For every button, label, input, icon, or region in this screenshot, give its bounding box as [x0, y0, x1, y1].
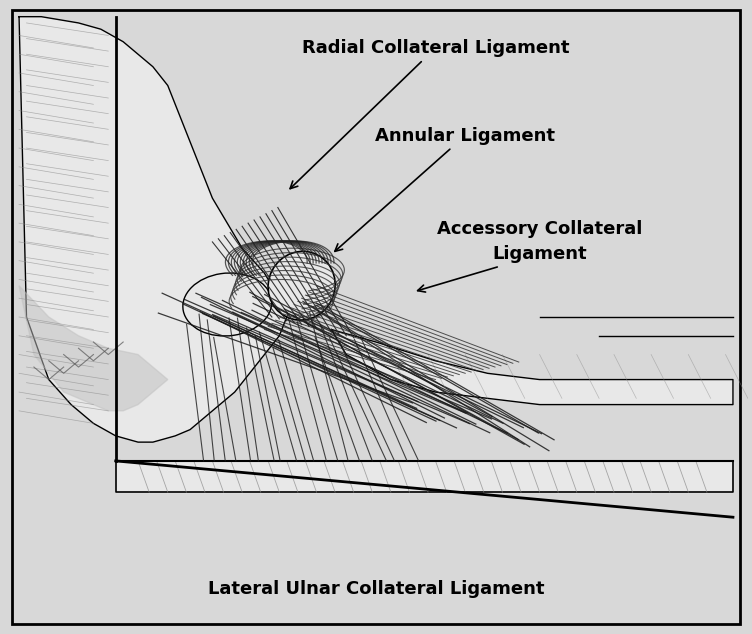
- Polygon shape: [19, 16, 287, 442]
- Polygon shape: [332, 330, 733, 404]
- Ellipse shape: [268, 251, 335, 320]
- Text: Accessory Collateral: Accessory Collateral: [437, 221, 642, 238]
- Text: Annular Ligament: Annular Ligament: [335, 127, 555, 251]
- Ellipse shape: [183, 273, 271, 336]
- Polygon shape: [116, 461, 733, 492]
- Text: Radial Collateral Ligament: Radial Collateral Ligament: [290, 39, 569, 189]
- Text: Ligament: Ligament: [417, 245, 587, 292]
- Polygon shape: [19, 286, 168, 411]
- Text: Lateral Ulnar Collateral Ligament: Lateral Ulnar Collateral Ligament: [208, 580, 544, 598]
